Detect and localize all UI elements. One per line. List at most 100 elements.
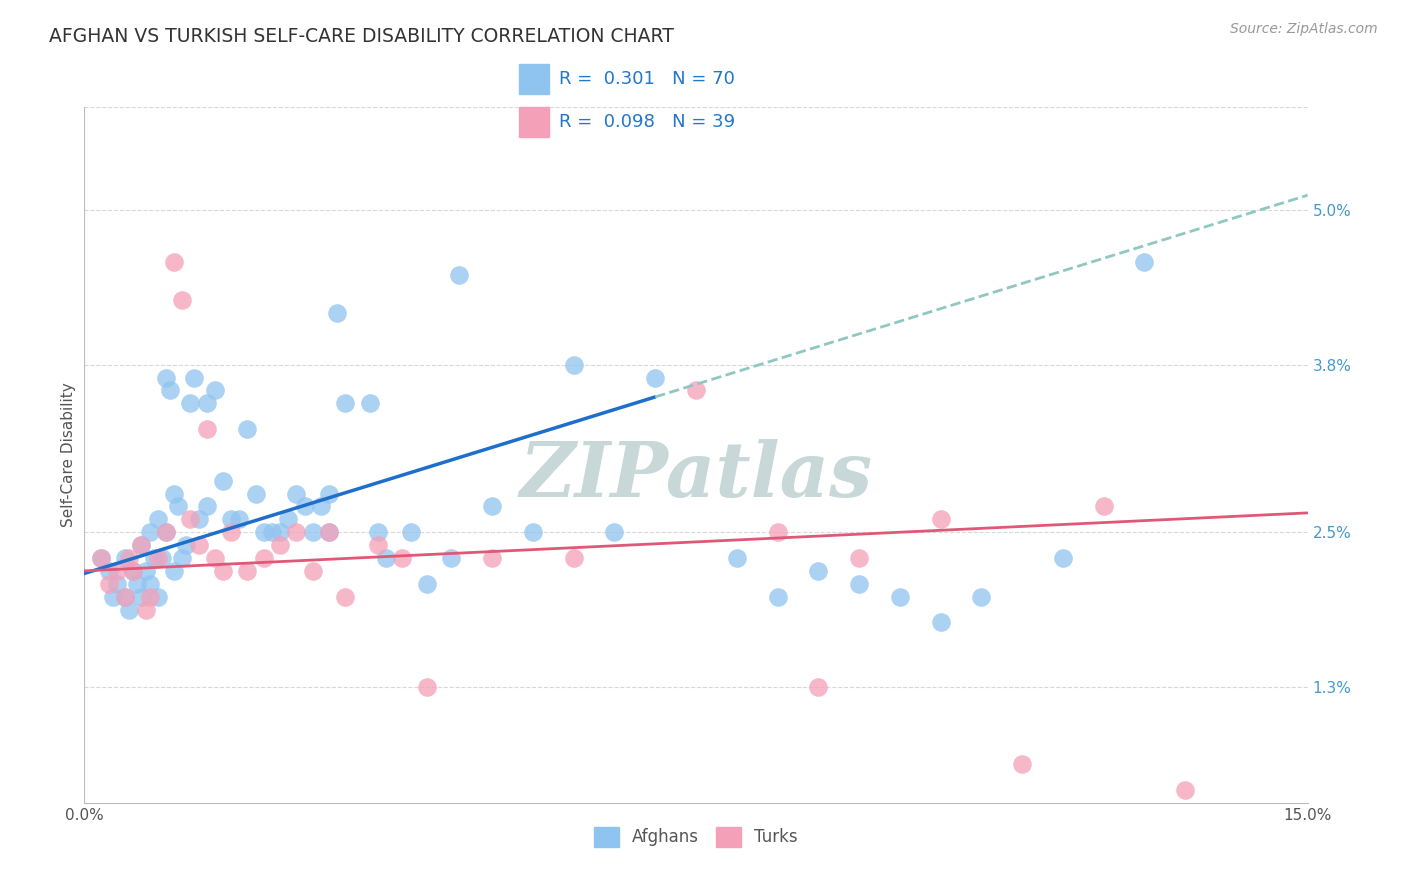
- Point: [114, 590, 136, 604]
- Point: [195, 396, 218, 410]
- Point: [481, 500, 503, 514]
- Point: [219, 525, 242, 540]
- Point: [204, 551, 226, 566]
- Point: [285, 486, 308, 500]
- Point: [359, 396, 381, 410]
- Point: [90, 551, 112, 566]
- Point: [375, 551, 398, 566]
- Point: [179, 512, 201, 526]
- Text: AFGHAN VS TURKISH SELF-CARE DISABILITY CORRELATION CHART: AFGHAN VS TURKISH SELF-CARE DISABILITY C…: [49, 27, 673, 45]
- Point: [167, 500, 190, 514]
- Point: [848, 576, 870, 591]
- Point: [204, 384, 226, 398]
- Point: [101, 590, 124, 604]
- Point: [807, 680, 830, 694]
- Text: ZIPatlas: ZIPatlas: [519, 439, 873, 513]
- Point: [146, 551, 169, 566]
- Text: R =  0.098   N = 39: R = 0.098 N = 39: [558, 113, 735, 131]
- Point: [766, 590, 789, 604]
- Point: [138, 590, 160, 604]
- Point: [236, 422, 259, 436]
- Point: [318, 525, 340, 540]
- Point: [228, 512, 250, 526]
- Point: [1133, 254, 1156, 268]
- Legend: Afghans, Turks: Afghans, Turks: [588, 820, 804, 854]
- Point: [603, 525, 626, 540]
- Point: [294, 500, 316, 514]
- Point: [1092, 500, 1115, 514]
- Bar: [519, 64, 550, 94]
- Point: [929, 512, 952, 526]
- Point: [127, 576, 149, 591]
- Point: [416, 576, 439, 591]
- Point: [391, 551, 413, 566]
- Point: [253, 525, 276, 540]
- Point: [219, 512, 242, 526]
- Point: [131, 538, 153, 552]
- Point: [766, 525, 789, 540]
- Point: [889, 590, 911, 604]
- Point: [929, 615, 952, 630]
- Point: [131, 538, 153, 552]
- Point: [105, 576, 128, 591]
- Point: [179, 396, 201, 410]
- Point: [522, 525, 544, 540]
- Point: [155, 525, 177, 540]
- Point: [685, 384, 707, 398]
- Point: [155, 370, 177, 384]
- Point: [269, 525, 291, 540]
- Point: [150, 551, 173, 566]
- Y-axis label: Self-Care Disability: Self-Care Disability: [60, 383, 76, 527]
- Point: [253, 551, 276, 566]
- Point: [135, 602, 157, 616]
- Point: [440, 551, 463, 566]
- Point: [416, 680, 439, 694]
- Point: [562, 551, 585, 566]
- Point: [260, 525, 283, 540]
- Point: [122, 564, 145, 578]
- Point: [97, 564, 120, 578]
- Point: [212, 474, 235, 488]
- Point: [155, 525, 177, 540]
- Point: [1011, 757, 1033, 772]
- Point: [644, 370, 666, 384]
- Point: [195, 500, 218, 514]
- Point: [1174, 783, 1197, 797]
- Point: [449, 268, 471, 282]
- Point: [146, 590, 169, 604]
- Point: [183, 370, 205, 384]
- Point: [309, 500, 332, 514]
- Bar: [519, 107, 550, 136]
- Point: [122, 564, 145, 578]
- Point: [135, 564, 157, 578]
- Point: [399, 525, 422, 540]
- Point: [318, 525, 340, 540]
- Point: [114, 551, 136, 566]
- Point: [138, 525, 160, 540]
- Point: [807, 564, 830, 578]
- Point: [301, 525, 323, 540]
- Point: [97, 576, 120, 591]
- Point: [335, 396, 357, 410]
- Point: [326, 306, 349, 320]
- Point: [318, 486, 340, 500]
- Point: [481, 551, 503, 566]
- Text: R =  0.301   N = 70: R = 0.301 N = 70: [558, 70, 734, 87]
- Point: [725, 551, 748, 566]
- Point: [90, 551, 112, 566]
- Point: [118, 551, 141, 566]
- Point: [367, 538, 389, 552]
- Point: [970, 590, 993, 604]
- Point: [245, 486, 267, 500]
- Point: [848, 551, 870, 566]
- Point: [118, 602, 141, 616]
- Point: [172, 551, 194, 566]
- Point: [172, 293, 194, 308]
- Point: [1052, 551, 1074, 566]
- Point: [131, 590, 153, 604]
- Point: [142, 551, 165, 566]
- Point: [367, 525, 389, 540]
- Point: [163, 564, 186, 578]
- Point: [277, 512, 299, 526]
- Point: [174, 538, 197, 552]
